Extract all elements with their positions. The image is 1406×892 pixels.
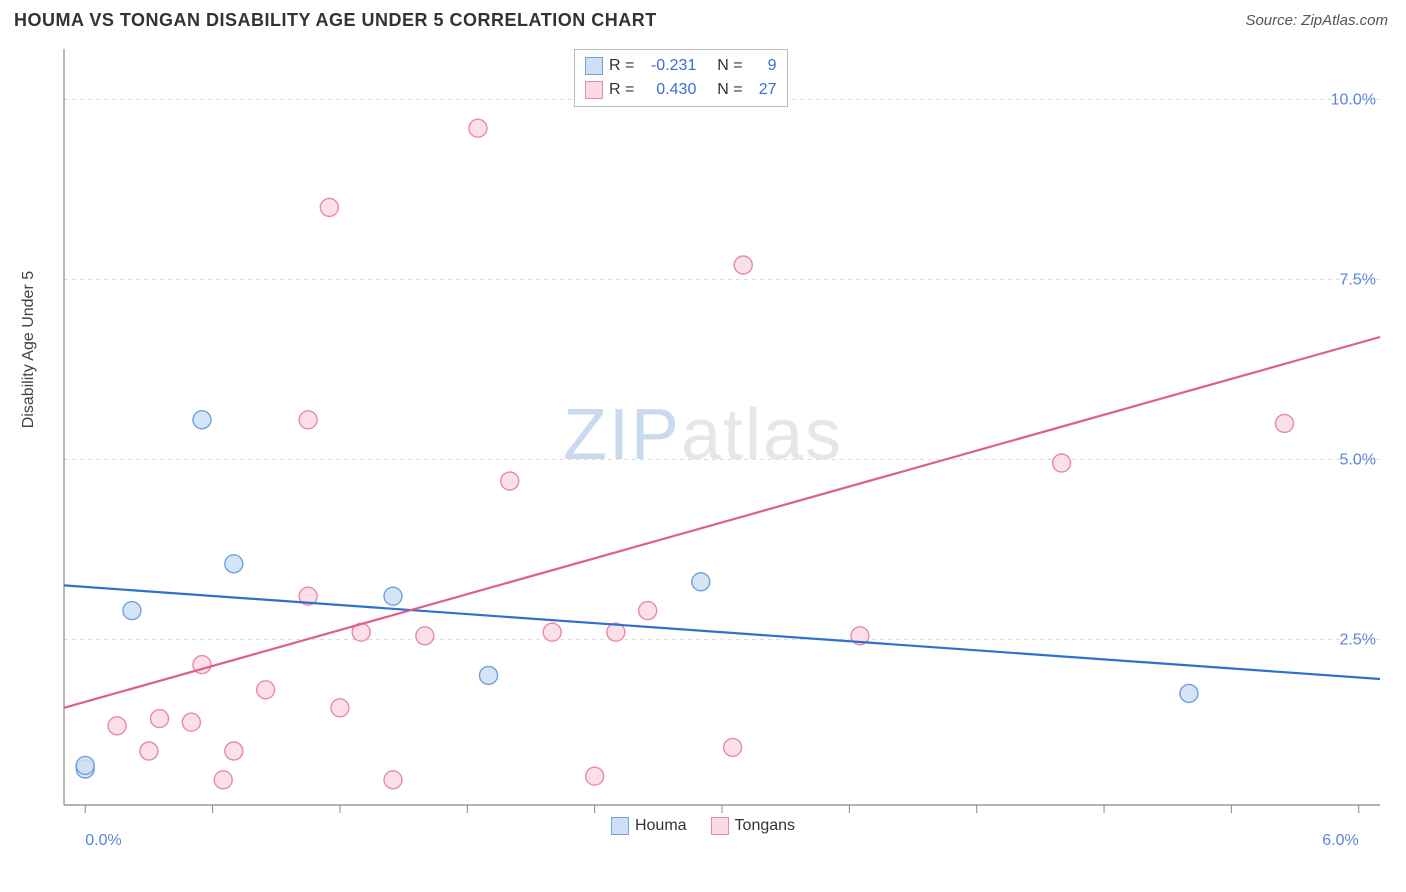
bottom-legend: Houma Tongans: [611, 817, 795, 835]
legend-item: Houma: [611, 817, 687, 835]
legend-swatch: [711, 817, 729, 835]
stats-legend-box: R =-0.231 N = 9 R =0.430 N = 27: [574, 49, 788, 107]
scatter-point: [384, 771, 402, 789]
scatter-point: [543, 623, 561, 641]
n-value: 9: [749, 54, 777, 78]
n-label: N =: [717, 78, 742, 102]
stats-row: R =-0.231 N = 9: [585, 54, 777, 78]
y-axis-label: 5.0%: [1340, 451, 1376, 468]
scatter-point: [734, 256, 752, 274]
scatter-point: [384, 587, 402, 605]
scatter-point: [123, 602, 141, 620]
scatter-point: [225, 555, 243, 573]
scatter-point: [1053, 454, 1071, 472]
y-axis-label: 7.5%: [1340, 271, 1376, 288]
legend-swatch: [585, 81, 603, 99]
y-axis-label: 10.0%: [1331, 91, 1376, 108]
chart-container: Disability Age Under 5 ZIPatlas 0.0%6.0%…: [14, 41, 1392, 861]
chart-title: HOUMA VS TONGAN DISABILITY AGE UNDER 5 C…: [14, 10, 657, 31]
scatter-point: [320, 198, 338, 216]
scatter-point: [469, 119, 487, 137]
scatter-point: [257, 681, 275, 699]
r-value: -0.231: [640, 54, 696, 78]
n-label: N =: [717, 54, 742, 78]
scatter-point: [416, 627, 434, 645]
legend-item: Tongans: [711, 817, 796, 835]
scatter-point: [140, 742, 158, 760]
scatter-point: [182, 713, 200, 731]
scatter-point: [724, 738, 742, 756]
scatter-point: [1180, 684, 1198, 702]
scatter-point: [480, 666, 498, 684]
x-axis-label: 0.0%: [85, 832, 121, 849]
y-axis-label: 2.5%: [1340, 631, 1376, 648]
scatter-point: [1275, 414, 1293, 432]
scatter-point: [214, 771, 232, 789]
scatter-point: [501, 472, 519, 490]
r-label: R =: [609, 78, 634, 102]
legend-swatch: [585, 57, 603, 75]
scatter-point: [193, 411, 211, 429]
legend-label: Tongans: [735, 817, 796, 834]
stats-row: R =0.430 N = 27: [585, 78, 777, 102]
scatter-point: [331, 699, 349, 717]
source-attribution: Source: ZipAtlas.com: [1245, 12, 1388, 29]
legend-label: Houma: [635, 817, 687, 834]
scatter-point: [639, 602, 657, 620]
r-value: 0.430: [640, 78, 696, 102]
n-value: 27: [749, 78, 777, 102]
scatter-point: [586, 767, 604, 785]
scatter-chart: 0.0% 6.0% 2.5% 5.0% 7.5% 10.0%: [14, 41, 1392, 861]
legend-swatch: [611, 817, 629, 835]
y-axis-title: Disability Age Under 5: [20, 271, 38, 428]
trend-line: [64, 585, 1380, 679]
trend-line: [64, 337, 1380, 708]
scatter-point: [299, 411, 317, 429]
scatter-point: [108, 717, 126, 735]
scatter-point: [692, 573, 710, 591]
scatter-point: [76, 756, 94, 774]
scatter-point: [151, 710, 169, 728]
x-axis-label: 6.0%: [1322, 832, 1358, 849]
r-label: R =: [609, 54, 634, 78]
scatter-point: [225, 742, 243, 760]
